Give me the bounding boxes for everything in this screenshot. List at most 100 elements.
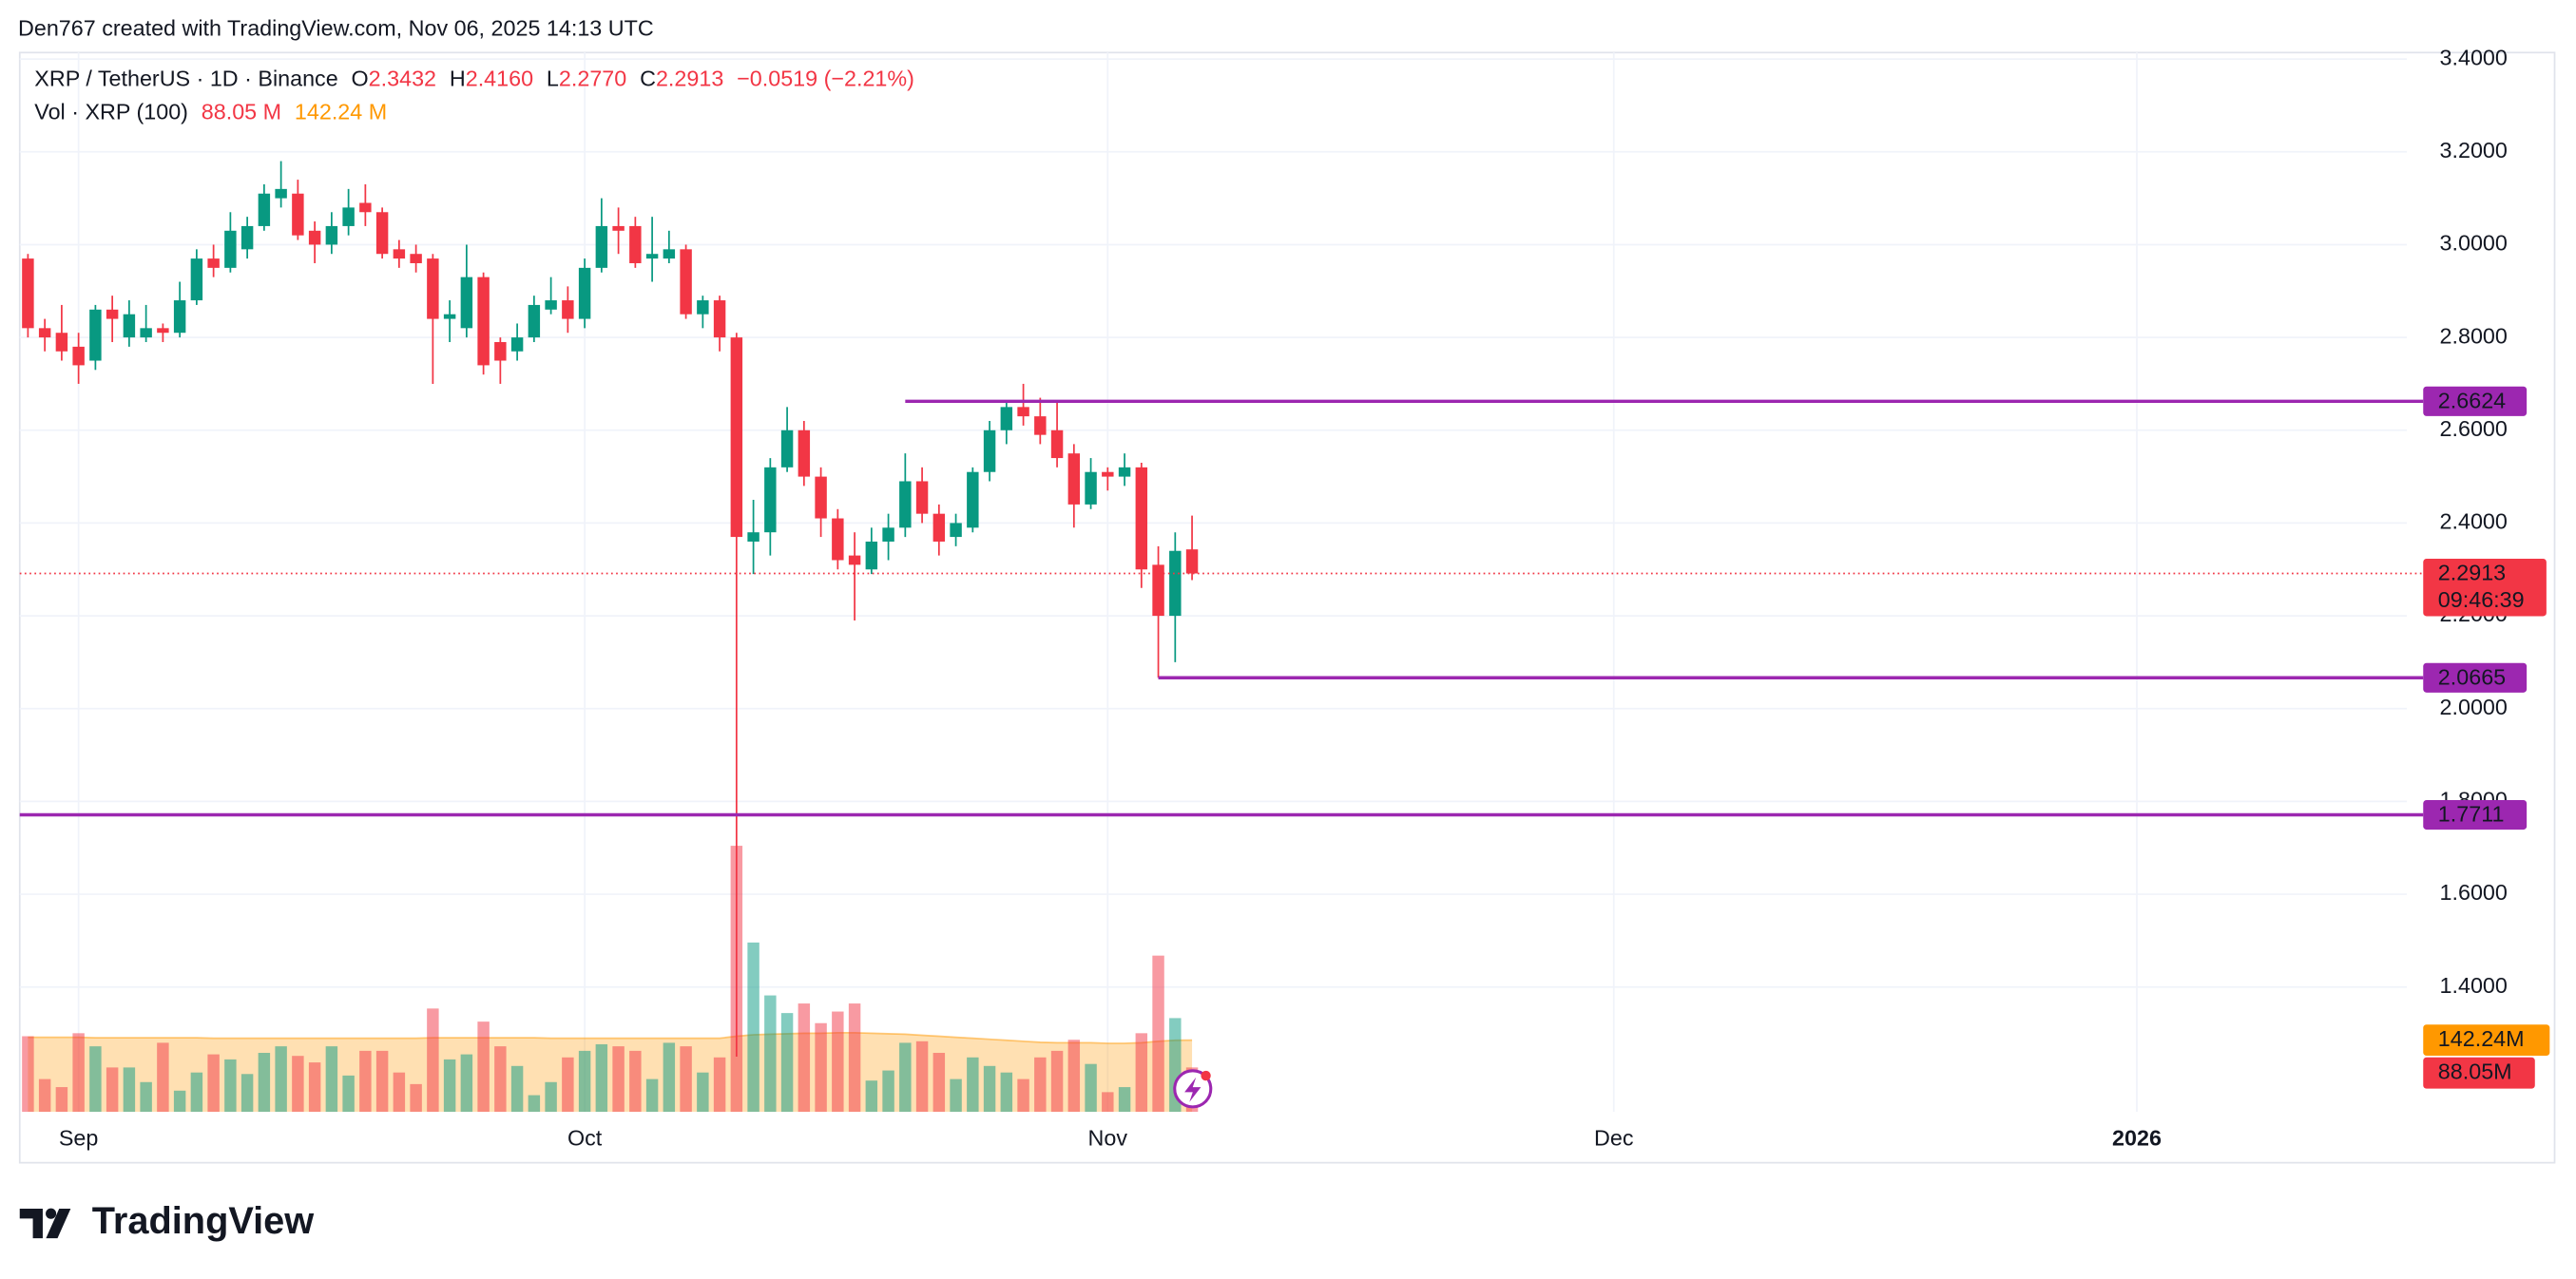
candle-body [832,518,844,561]
candle-body [545,300,557,310]
candle-body [578,267,591,319]
candle-body [764,467,777,533]
legend-value: 2.3432 [369,67,436,91]
candle-body [967,471,979,528]
price-pane [19,161,2424,1057]
candle-body [915,481,929,514]
candle-body [308,230,321,245]
volume-bar [697,1072,709,1113]
volume-bar [832,1011,844,1113]
volume-bar [342,1075,355,1113]
legend-value: 2.2770 [559,67,626,91]
candle-body [865,541,878,570]
volume-bar [207,1054,220,1113]
volume-bar [680,1046,692,1113]
candle-body [562,300,574,319]
volume-bar [629,1050,642,1113]
volume-bar [38,1079,51,1113]
candle-body [1000,407,1013,430]
legend-key: H [450,67,466,91]
volume-bar [967,1057,979,1113]
countdown-label: 09:46:39 [2438,587,2525,612]
candle-body [815,476,827,519]
candle-body [207,258,220,268]
level-label: 1.7711 [2438,802,2505,827]
candle-body [240,225,254,250]
volume-ma-label: 142.24M [2438,1026,2525,1051]
candle-body [258,193,271,226]
candle-body [22,258,34,329]
candle-body [140,328,152,338]
candle-body [1067,453,1081,505]
candle-body [1169,550,1182,617]
candle-body [798,430,811,477]
volume-bar [89,1046,102,1113]
level-label-box [2423,386,2528,416]
candle-body [106,309,119,319]
y-tick-label: 2.0000 [2440,695,2508,719]
volume-bar [157,1042,169,1113]
candle-body [443,314,456,319]
candle-body [680,249,692,315]
volume-bar [240,1074,254,1113]
last-price-label: 2.2913 [2438,561,2506,585]
candle-body [460,277,473,329]
volume-bar [106,1067,119,1113]
volume-bar [764,995,777,1113]
volume-bar [427,1008,439,1113]
volume-bar [545,1081,557,1113]
frame [18,51,2556,1164]
volume-bar [663,1042,676,1113]
volume-bar [1067,1040,1081,1113]
volume-bar [848,1003,861,1113]
y-tick-label: 3.4000 [2440,45,2508,69]
volume-bar [140,1081,152,1113]
legend-volume: Vol · XRP (100) 88.05 M 142.24 M [34,99,387,124]
volume-bar [375,1050,389,1113]
candle-body [528,304,541,338]
candle-body [950,523,962,538]
candle-body [1118,467,1131,477]
candle-body [663,249,676,259]
candle-body [410,254,422,263]
candle-body [494,341,507,361]
volume-bar [308,1062,321,1113]
legend-key: O [352,67,369,91]
y-tick-label: 1.4000 [2440,973,2508,998]
candle-body [1050,430,1064,459]
x-tick-label: Dec [1594,1126,1634,1151]
volume-bar [747,942,759,1113]
candle-body [173,300,186,334]
volume-bar [899,1042,912,1113]
candle-body [510,337,524,352]
legend-key: L [547,67,559,91]
y-tick-label: 3.0000 [2440,231,2508,256]
volume-bar [562,1057,574,1113]
candle-body [1185,549,1199,574]
credit: Den767 created with TradingView.com, Nov… [18,15,654,40]
logo: TradingView [19,1200,314,1242]
candle-body [848,555,861,565]
volume-bar [932,1053,946,1113]
volume-bar [325,1046,338,1113]
candle-body [55,333,68,352]
volume-bar [1034,1057,1047,1113]
volume-bar [123,1067,136,1113]
volume-bar [72,1033,85,1113]
legend-change: −0.0519 (−2.21%) [737,67,914,91]
volume-label: 88.05M [2438,1059,2512,1083]
volume-bar [915,1040,929,1113]
candle-body [713,300,726,338]
candle-body [1017,407,1029,417]
candle-body [393,249,406,259]
volume-bar [1102,1092,1114,1113]
legend-key: C [640,67,656,91]
grid [19,52,2407,1113]
candle-body [1135,467,1148,570]
volume-bar [477,1021,490,1113]
volume-bar [950,1079,962,1113]
volume-bar [190,1072,203,1113]
volume-bar [578,1050,591,1113]
candle-body [157,328,169,334]
